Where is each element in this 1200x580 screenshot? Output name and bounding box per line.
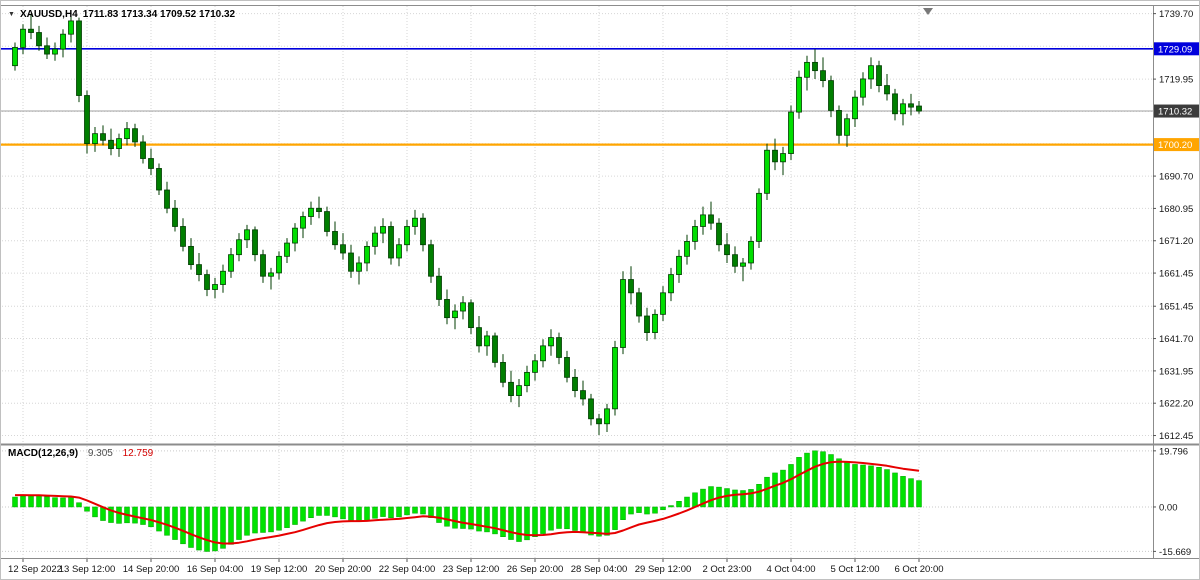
svg-text:1690.70: 1690.70 [1159,172,1193,183]
ohlc-readout: 1711.83 1713.34 1709.52 1710.32 [82,9,236,20]
svg-text:19 Sep 12:00: 19 Sep 12:00 [251,564,308,575]
svg-text:26 Sep 20:00: 26 Sep 20:00 [507,564,564,575]
svg-text:6 Oct 20:00: 6 Oct 20:00 [894,564,943,575]
macd-main-value: 9.305 [87,448,113,459]
support-price-tag: 1700.20 [1154,138,1199,152]
svg-text:1661.45: 1661.45 [1159,269,1193,280]
svg-text:1739.70: 1739.70 [1159,9,1193,20]
resistance-price-tag: 1729.09 [1154,42,1199,56]
current-price-tag: 1710.32 [1154,104,1199,118]
candles [12,13,922,436]
svg-text:1651.45: 1651.45 [1159,302,1193,313]
svg-text:2 Oct 23:00: 2 Oct 23:00 [702,564,751,575]
svg-text:1622.20: 1622.20 [1159,399,1193,410]
svg-text:14 Sep 20:00: 14 Sep 20:00 [123,564,180,575]
svg-text:5 Oct 12:00: 5 Oct 12:00 [830,564,879,575]
macd-signal-line [15,460,920,545]
symbol-dropdown-icon[interactable]: ▼ [8,11,15,18]
symbol-period-label: XAUUSD,H4 [19,9,78,20]
svg-text:28 Sep 04:00: 28 Sep 04:00 [571,564,628,575]
svg-text:16 Sep 04:00: 16 Sep 04:00 [187,564,244,575]
svg-text:22 Sep 04:00: 22 Sep 04:00 [379,564,436,575]
svg-text:4 Oct 04:00: 4 Oct 04:00 [766,564,815,575]
svg-text:19.796: 19.796 [1159,446,1188,457]
chart-shift-marker[interactable] [923,8,933,15]
svg-text:23 Sep 12:00: 23 Sep 12:00 [443,564,500,575]
svg-text:1680.95: 1680.95 [1159,204,1193,215]
svg-text:1612.45: 1612.45 [1159,431,1193,442]
svg-text:1671.20: 1671.20 [1159,236,1193,247]
svg-text:1719.95: 1719.95 [1159,75,1193,86]
svg-text:1710.32: 1710.32 [1158,107,1192,118]
svg-text:1631.95: 1631.95 [1159,366,1193,377]
svg-text:1641.70: 1641.70 [1159,334,1193,345]
svg-text:-15.669: -15.669 [1159,547,1191,558]
svg-text:12 Sep 2022: 12 Sep 2022 [8,564,62,575]
svg-text:20 Sep 20:00: 20 Sep 20:00 [315,564,372,575]
macd-indicator-label: MACD(12,26,9) 9.305 12.759 [8,448,153,459]
chart-title: ▼ XAUUSD,H4 1711.83 1713.34 1709.52 1710… [8,9,235,20]
svg-text:0.00: 0.00 [1159,502,1178,513]
macd-histogram [12,450,922,552]
price-axis-labels: 1739.70 1719.95 1690.70 1680.95 1671.20 1661.… [1153,9,1193,442]
pane-separators[interactable] [1,5,1200,559]
svg-text:13 Sep 12:00: 13 Sep 12:00 [59,564,116,575]
svg-text:1700.20: 1700.20 [1158,140,1192,151]
macd-axis-labels: 19.796 0.00 -15.669 [1153,446,1191,558]
svg-text:29 Sep 12:00: 29 Sep 12:00 [635,564,692,575]
macd-name: MACD(12,26,9) [8,448,79,459]
svg-text:1729.09: 1729.09 [1158,44,1192,55]
macd-signal-value: 12.759 [122,448,154,459]
